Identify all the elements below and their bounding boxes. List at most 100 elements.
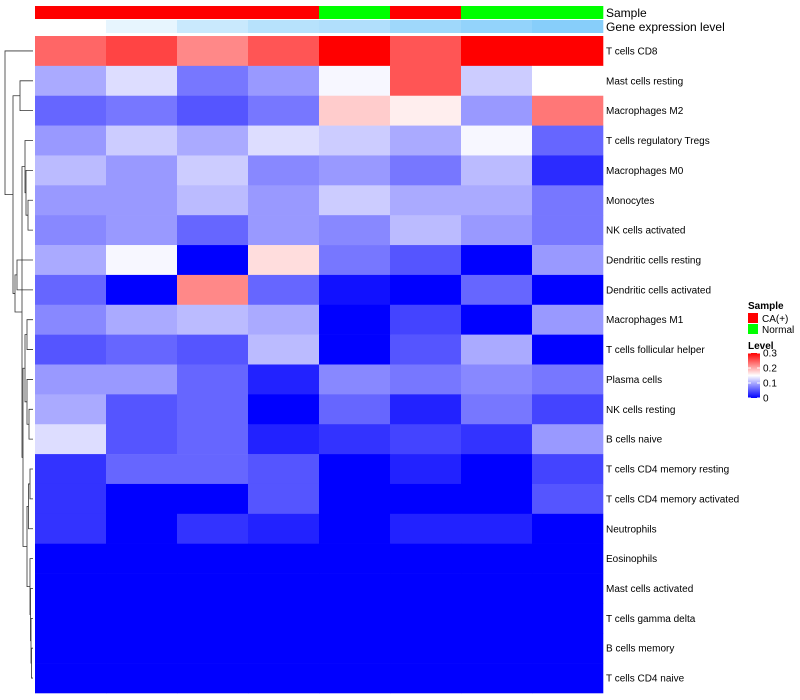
heatmap-cell <box>35 424 107 455</box>
heatmap-cell <box>461 663 533 694</box>
heatmap-cell <box>461 304 533 335</box>
heatmap-cell <box>390 65 462 97</box>
heatmap-cell <box>177 394 249 425</box>
heatmap-cell <box>248 155 320 186</box>
heatmap-cell <box>390 245 462 276</box>
row-label: Plasma cells <box>606 375 662 386</box>
heatmap-cell <box>532 424 604 455</box>
dendrogram-branch <box>12 95 20 294</box>
dendrogram-branch <box>4 50 33 195</box>
heatmap-cell <box>35 125 107 156</box>
heatmap-cell <box>319 633 391 664</box>
annotation-cell-sample <box>390 6 462 19</box>
legend-tick-label: 0 <box>763 394 769 405</box>
heatmap-cell <box>390 155 462 186</box>
heatmap-cell <box>177 334 249 365</box>
heatmap-cell <box>106 633 178 664</box>
heatmap-cell <box>177 364 249 395</box>
heatmap-cell <box>35 573 107 604</box>
heatmap-cell <box>177 603 249 634</box>
heatmap-cell <box>106 543 178 574</box>
heatmap-cell <box>35 245 107 276</box>
row-label: T cells regulatory Tregs <box>606 136 710 147</box>
heatmap-cell <box>532 125 604 156</box>
heatmap-cell <box>532 215 604 246</box>
dendrogram-branch <box>28 408 33 440</box>
heatmap-cell <box>461 483 533 515</box>
heatmap-cell <box>177 513 249 544</box>
heatmap-cell <box>461 364 533 395</box>
heatmap-cell <box>177 483 249 515</box>
heatmap-cell <box>390 394 462 425</box>
heatmap-cell <box>390 454 462 485</box>
heatmap-cell <box>390 36 462 67</box>
heatmap-cell <box>390 304 462 335</box>
heatmap-cell <box>248 245 320 276</box>
legend: Sample CA(+) Normal Level 0.3 0.2 0.1 0 <box>748 301 794 405</box>
heatmap-cell <box>319 304 391 335</box>
heatmap-cell <box>532 185 604 216</box>
annotation-label-sample: Sample <box>606 6 647 20</box>
heatmap-cell <box>461 633 533 664</box>
heatmap-cell <box>461 65 533 97</box>
heatmap-cell <box>248 603 320 634</box>
heatmap-cell <box>177 155 249 186</box>
heatmap-cell <box>35 95 107 126</box>
heatmap-cell <box>319 155 391 186</box>
heatmap-cell <box>390 95 462 126</box>
heatmap-cell <box>461 215 533 246</box>
heatmap-cell <box>35 274 107 306</box>
legend-swatch-ca <box>748 313 758 323</box>
row-label: T cells CD4 memory activated <box>606 494 739 505</box>
legend-level-title: Level <box>748 341 774 352</box>
heatmap-cell <box>106 274 178 306</box>
heatmap-cell <box>35 185 107 216</box>
dendrogram-branch <box>16 259 33 291</box>
heatmap-cell <box>319 424 391 455</box>
heatmap-cell <box>106 573 178 604</box>
heatmap-cell <box>248 424 320 455</box>
row-label: T cells follicular helper <box>606 345 705 356</box>
dendrogram-branch <box>30 588 33 642</box>
heatmap-cell <box>461 185 533 216</box>
heatmap-cell <box>390 215 462 246</box>
heatmap-cell <box>248 454 320 485</box>
heatmap-cell <box>532 633 604 664</box>
dendrogram-branch <box>27 199 33 231</box>
annotation-cell-gene-expression <box>35 20 107 33</box>
legend-swatch-normal <box>748 324 758 334</box>
annotation-cell-sample <box>248 6 320 19</box>
heatmap-cell <box>532 245 604 276</box>
row-label: NK cells resting <box>606 405 675 416</box>
heatmap-cell <box>532 513 604 544</box>
heatmap-cell <box>35 633 107 664</box>
heatmap-cell <box>390 364 462 395</box>
heatmap-cell <box>319 185 391 216</box>
heatmap-cell <box>319 215 391 246</box>
heatmap-cell <box>248 513 320 544</box>
heatmap-cell <box>35 394 107 425</box>
heatmap-cell <box>106 454 178 485</box>
heatmap-cell <box>106 603 178 634</box>
heatmap-cell <box>390 185 462 216</box>
heatmap-cell <box>35 65 107 97</box>
heatmap-cell <box>177 424 249 455</box>
heatmap-cell <box>319 454 391 485</box>
legend-label-normal: Normal <box>762 325 794 336</box>
heatmap-cell <box>532 454 604 485</box>
heatmap-cell <box>248 394 320 425</box>
heatmap-cell <box>461 603 533 634</box>
annotation-cell-sample <box>106 6 178 19</box>
heatmap-cell <box>532 543 604 574</box>
heatmap-cell <box>319 274 391 306</box>
heatmap-cell <box>106 334 178 365</box>
heatmap-cell <box>177 573 249 604</box>
heatmap-cell <box>390 274 462 306</box>
annotation-cell-gene-expression <box>390 20 462 33</box>
heatmap-cell <box>461 95 533 126</box>
dendrogram-branch <box>21 166 25 458</box>
row-label: Macrophages M2 <box>606 106 684 117</box>
row-labels: T cells CD8 Mast cells resting Macrophages… <box>606 46 739 684</box>
annotation-cell-gene-expression <box>106 20 178 33</box>
annotation-cell-gene-expression <box>461 20 533 33</box>
